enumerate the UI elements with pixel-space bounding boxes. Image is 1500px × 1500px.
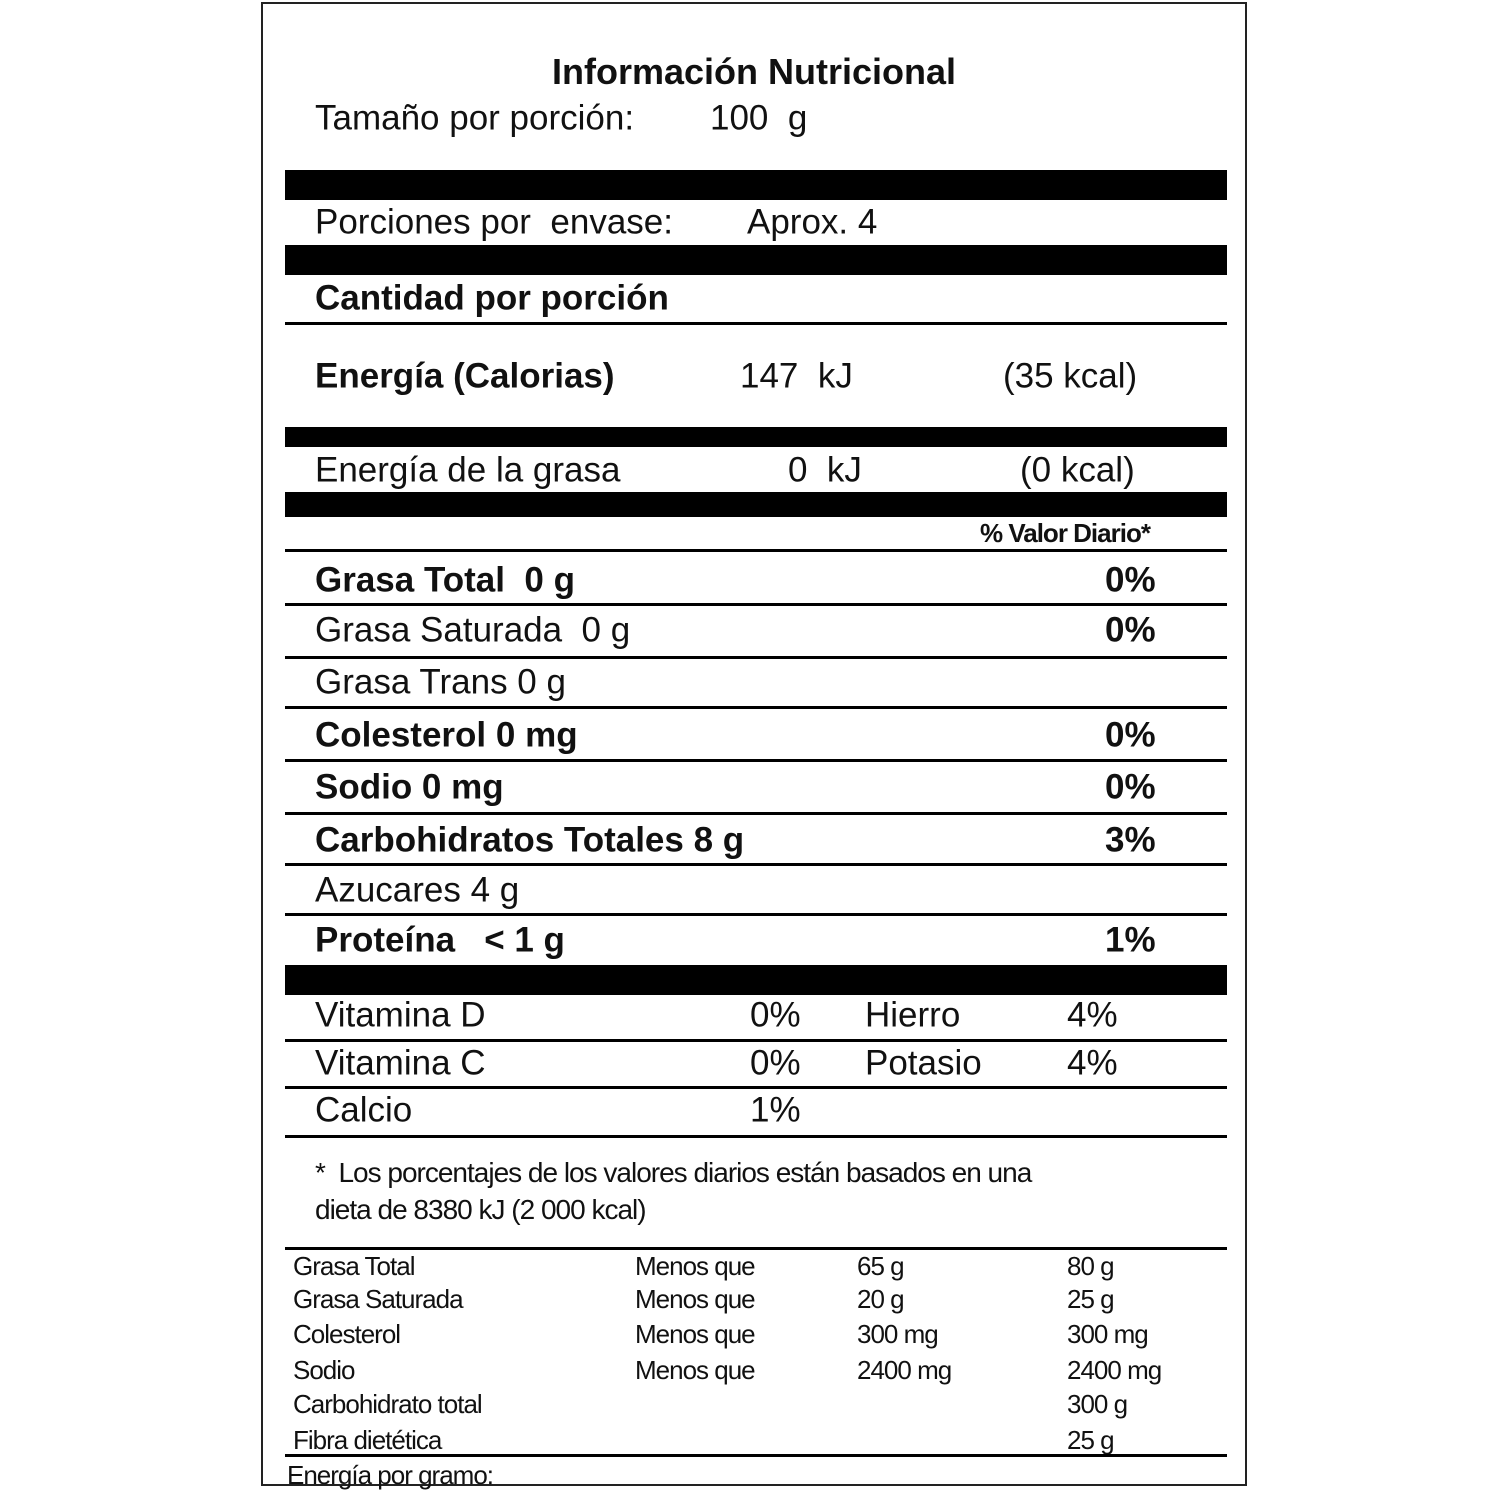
divider-thin	[285, 706, 1227, 709]
reference-2500-kcal: 2400 mg	[1067, 1355, 1162, 1385]
reference-2500-kcal: 25 g	[1067, 1425, 1115, 1455]
fat-energy-kj: 0 kJ	[788, 450, 862, 490]
nutrient-label: Sodio 0 mg	[315, 767, 504, 807]
amount-per-serving: Cantidad por porción	[315, 278, 669, 318]
daily-value-header: % Valor Diario*	[980, 518, 1151, 548]
divider-thin	[285, 322, 1227, 325]
nutrient-label: Carbohidratos Totales 8 g	[315, 820, 745, 860]
vitamin-value: 0%	[750, 1043, 801, 1083]
vitamin-name: Calcio	[315, 1090, 413, 1130]
nutrient-label: Grasa Saturada 0 g	[315, 610, 631, 650]
reference-nutrient: Grasa Total	[293, 1251, 415, 1281]
divider-thin	[285, 913, 1227, 916]
nutrition-label-border	[261, 2, 1247, 1486]
divider-thin	[285, 1135, 1227, 1138]
servings-per-container-label: Porciones por envase:	[315, 202, 673, 242]
energy-label: Energía (Calorias)	[315, 356, 615, 396]
footnote-line-2: dieta de 8380 kJ (2 000 kcal)	[315, 1194, 647, 1225]
divider-thin	[285, 603, 1227, 606]
vitamin-name: Vitamina C	[315, 1043, 486, 1083]
vitamin-value: 1%	[750, 1090, 801, 1130]
divider-thin	[285, 656, 1227, 659]
nutrient-daily-value: 0%	[1105, 560, 1156, 600]
energy-kcal: (35 kcal)	[1003, 356, 1138, 396]
divider-thick	[285, 965, 1227, 995]
divider-thick	[285, 427, 1227, 447]
divider-thin	[285, 1039, 1227, 1042]
divider-thin	[285, 549, 1227, 552]
divider-thick	[285, 492, 1227, 517]
fat-energy-label: Energía de la grasa	[315, 450, 621, 490]
servings-per-container-value: Aprox. 4	[747, 202, 878, 242]
divider-thin	[285, 1247, 1227, 1250]
nutrient-daily-value: 1%	[1105, 920, 1156, 960]
label-title: Información Nutricional	[551, 51, 957, 92]
mineral-value: 4%	[1067, 995, 1118, 1035]
fat-energy-kcal: (0 kcal)	[1020, 450, 1135, 490]
reference-nutrient: Fibra dietética	[293, 1425, 442, 1455]
serving-size-label: Tamaño por porción:	[315, 98, 635, 138]
divider-thin	[285, 863, 1227, 866]
nutrient-label: Azucares 4 g	[315, 870, 520, 910]
footnote-line-1: * Los porcentajes de los valores diarios…	[315, 1157, 1032, 1188]
divider-thin	[285, 1454, 1227, 1457]
nutrient-daily-value: 0%	[1105, 715, 1156, 755]
nutrient-label: Proteína < 1 g	[315, 920, 565, 960]
reference-nutrient: Carbohidrato total	[293, 1389, 483, 1419]
reference-2500-kcal: 80 g	[1067, 1251, 1115, 1281]
reference-qualifier: Menos que	[635, 1251, 756, 1281]
reference-nutrient: Colesterol	[293, 1319, 401, 1349]
reference-2000-kcal: 2400 mg	[857, 1355, 952, 1385]
reference-nutrient: Sodio	[293, 1355, 355, 1385]
reference-nutrient: Grasa Saturada	[293, 1284, 464, 1314]
mineral-value: 4%	[1067, 1043, 1118, 1083]
mineral-name: Hierro	[865, 995, 961, 1035]
reference-qualifier: Menos que	[635, 1319, 756, 1349]
nutrient-daily-value: 3%	[1105, 820, 1156, 860]
divider-thin	[285, 812, 1227, 815]
divider-thick	[285, 170, 1227, 200]
reference-2000-kcal: 300 mg	[857, 1319, 939, 1349]
divider-thick	[285, 245, 1227, 275]
reference-2500-kcal: 25 g	[1067, 1284, 1115, 1314]
nutrient-label: Colesterol 0 mg	[315, 715, 578, 755]
divider-thin	[285, 1086, 1227, 1089]
reference-qualifier: Menos que	[635, 1284, 756, 1314]
reference-2000-kcal: 65 g	[857, 1251, 905, 1281]
reference-2500-kcal: 300 g	[1067, 1389, 1128, 1419]
divider-thin	[285, 759, 1227, 762]
nutrient-daily-value: 0%	[1105, 610, 1156, 650]
nutrient-daily-value: 0%	[1105, 767, 1156, 807]
mineral-name: Potasio	[865, 1043, 982, 1083]
reference-2000-kcal: 20 g	[857, 1284, 905, 1314]
vitamin-value: 0%	[750, 995, 801, 1035]
reference-qualifier: Menos que	[635, 1355, 756, 1385]
energy-kj: 147 kJ	[740, 356, 853, 396]
reference-2500-kcal: 300 mg	[1067, 1319, 1149, 1349]
nutrient-label: Grasa Trans 0 g	[315, 662, 566, 702]
energy-per-gram: Energía por gramo:	[287, 1460, 494, 1490]
vitamin-name: Vitamina D	[315, 995, 486, 1035]
serving-size-value: 100 g	[710, 98, 808, 138]
nutrient-label: Grasa Total 0 g	[315, 560, 575, 600]
